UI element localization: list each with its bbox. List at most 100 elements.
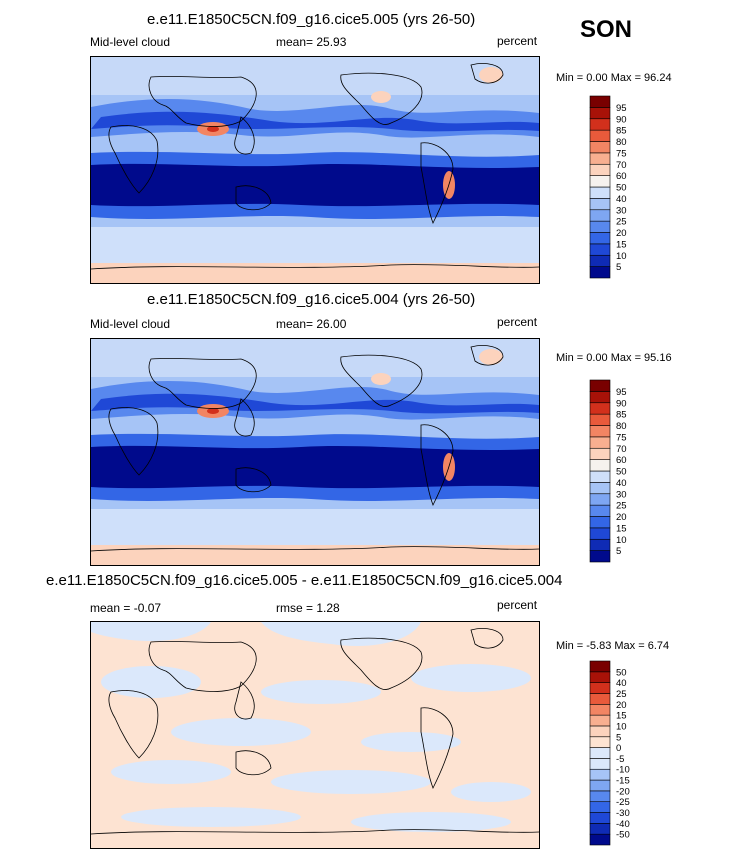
colorbar2-swatch-3 (589, 516, 611, 529)
colorbar1-swatch-12 (589, 129, 611, 142)
colorbar2-tick-label-6: 40 (616, 478, 627, 489)
panel1-left-label: Mid-level cloud (90, 35, 171, 49)
colorbar3-tick-label-15: 50 (616, 667, 627, 678)
colorbar2-swatch-5 (589, 493, 611, 506)
colorbar2-swatch-7 (589, 470, 611, 483)
colorbar3-tick-label-2: -30 (616, 808, 630, 819)
panel1-title: e.e11.E1850C5CN.f09_g16.cice5.005 (yrs 2… (147, 11, 476, 28)
colorbar1-tick-label-13: 90 (616, 114, 627, 125)
colorbar1-tick-label-2: 15 (616, 239, 627, 250)
panel3-colorbar: -50 -40 -30 -25 -20 -15 -10 -5 0 5 10 15 20 25 40 50 (589, 660, 650, 846)
colorbar2-tick-label-10: 75 (616, 432, 627, 443)
panel3-negative-patches (91, 622, 531, 832)
colorbar2-swatch-1 (589, 538, 611, 551)
panel1-coastlines (91, 63, 539, 270)
panel3-map (90, 621, 540, 849)
colorbar2-swatch-15 (589, 379, 611, 392)
panel1-colorbar: 5 10 15 20 25 30 40 50 60 70 75 80 85 90 95 (589, 95, 650, 279)
colorbar2-tick-label-5: 30 (616, 489, 627, 500)
panel1-greenland (479, 67, 503, 83)
panel1-units-label: percent (497, 34, 538, 48)
panel3-coastlines (91, 628, 539, 835)
panel3-units-label: percent (497, 598, 538, 612)
colorbar1-swatch-15 (589, 95, 611, 108)
panel2-greenland (479, 349, 503, 365)
colorbar2-tick-label-2: 15 (616, 523, 627, 534)
colorbar2-tick-label-8: 60 (616, 455, 627, 466)
panel2-rockies (371, 373, 391, 385)
colorbar2-tick-label-7: 50 (616, 467, 627, 478)
colorbar3-tick-label-11: 15 (616, 711, 627, 722)
colorbar1-tick-label-4: 25 (616, 217, 627, 228)
colorbar1-swatch-9 (589, 163, 611, 176)
panel1-southern-ocean (91, 227, 539, 263)
colorbar1-swatch-0 (589, 266, 611, 279)
colorbar1-swatch-3 (589, 232, 611, 245)
panel1-antarctic-band (91, 263, 539, 283)
panel1-arctic-band (91, 57, 539, 95)
panel2-title: e.e11.E1850C5CN.f09_g16.cice5.004 (yrs 2… (147, 291, 476, 308)
colorbar3-swatch-13 (589, 693, 611, 705)
colorbar2-tick-label-0: 5 (616, 546, 621, 557)
colorbar2-swatch-6 (589, 482, 611, 495)
colorbar3-tick-label-13: 25 (616, 689, 627, 700)
colorbar3-tick-label-8: 0 (616, 743, 621, 754)
colorbar2-swatch-4 (589, 504, 611, 517)
panel2-antarctic-band (91, 545, 539, 565)
panel2-tibet-core (207, 408, 219, 414)
colorbar1-swatch-10 (589, 152, 611, 165)
colorbar1-tick-label-12: 85 (616, 126, 627, 137)
colorbar1-swatch-14 (589, 107, 611, 120)
colorbar3-tick-label-10: 10 (616, 721, 627, 732)
colorbar2-tick-label-13: 90 (616, 398, 627, 409)
panel2-minmax: Min = 0.00 Max = 95.16 (556, 352, 672, 364)
colorbar2-swatch-9 (589, 447, 611, 460)
panel3-title: e.e11.E1850C5CN.f09_g16.cice5.005 - e.e1… (46, 572, 563, 589)
panel2-left-label: Mid-level cloud (90, 317, 171, 331)
colorbar3-swatch-4 (589, 790, 611, 803)
colorbar1-swatch-6 (589, 198, 611, 211)
colorbar2-swatch-14 (589, 391, 611, 404)
panel3-rmse-label: rmse = 1.28 (276, 601, 340, 615)
panel3-map-plot (91, 622, 539, 848)
panel2-colorbar: 5 10 15 20 25 30 40 50 60 70 75 80 85 90 95 (589, 379, 650, 563)
colorbar1-swatch-7 (589, 186, 611, 199)
panel1-north-core (91, 111, 539, 132)
panel2-units-label: percent (497, 315, 538, 329)
panel2-mean-label: mean= 26.00 (276, 317, 347, 331)
colorbar1-tick-label-14: 95 (616, 103, 627, 114)
colorbar1-swatch-11 (589, 141, 611, 154)
colorbar2-tick-label-3: 20 (616, 512, 627, 523)
colorbar3-swatch-11 (589, 714, 611, 727)
colorbar2-swatch-10 (589, 436, 611, 449)
colorbar3-swatch-10 (589, 725, 611, 738)
panel2-coastlines (91, 345, 539, 552)
colorbar1-tick-label-3: 20 (616, 228, 627, 239)
colorbar2-swatch-13 (589, 402, 611, 415)
colorbar3-tick-label-5: -15 (616, 776, 630, 787)
colorbar1-swatch-1 (589, 254, 611, 267)
panel2-southern-ocean (91, 509, 539, 545)
colorbar3-tick-label-0: -50 (616, 830, 630, 841)
colorbar3-tick-label-14: 40 (616, 678, 627, 689)
colorbar2-tick-label-4: 25 (616, 501, 627, 512)
panel3-mean-label: mean = -0.07 (90, 601, 162, 615)
colorbar2-tick-label-11: 80 (616, 421, 627, 432)
colorbar3-tick-label-3: -25 (616, 797, 630, 808)
colorbar3-tick-label-6: -10 (616, 765, 630, 776)
colorbar1-tick-label-10: 75 (616, 148, 627, 159)
panel1-minmax: Min = 0.00 Max = 96.24 (556, 72, 672, 84)
colorbar3-tick-label-1: -40 (616, 819, 630, 830)
colorbar1-tick-label-6: 40 (616, 194, 627, 205)
colorbar2-swatch-8 (589, 459, 611, 472)
colorbar2-swatch-11 (589, 425, 611, 438)
colorbar1-swatch-5 (589, 209, 611, 222)
colorbar3-swatch-0 (589, 833, 611, 846)
colorbar1-tick-label-7: 50 (616, 183, 627, 194)
panel2-arctic-band (91, 339, 539, 377)
season-label: SON (580, 16, 633, 43)
colorbar3-swatch-14 (589, 682, 611, 694)
